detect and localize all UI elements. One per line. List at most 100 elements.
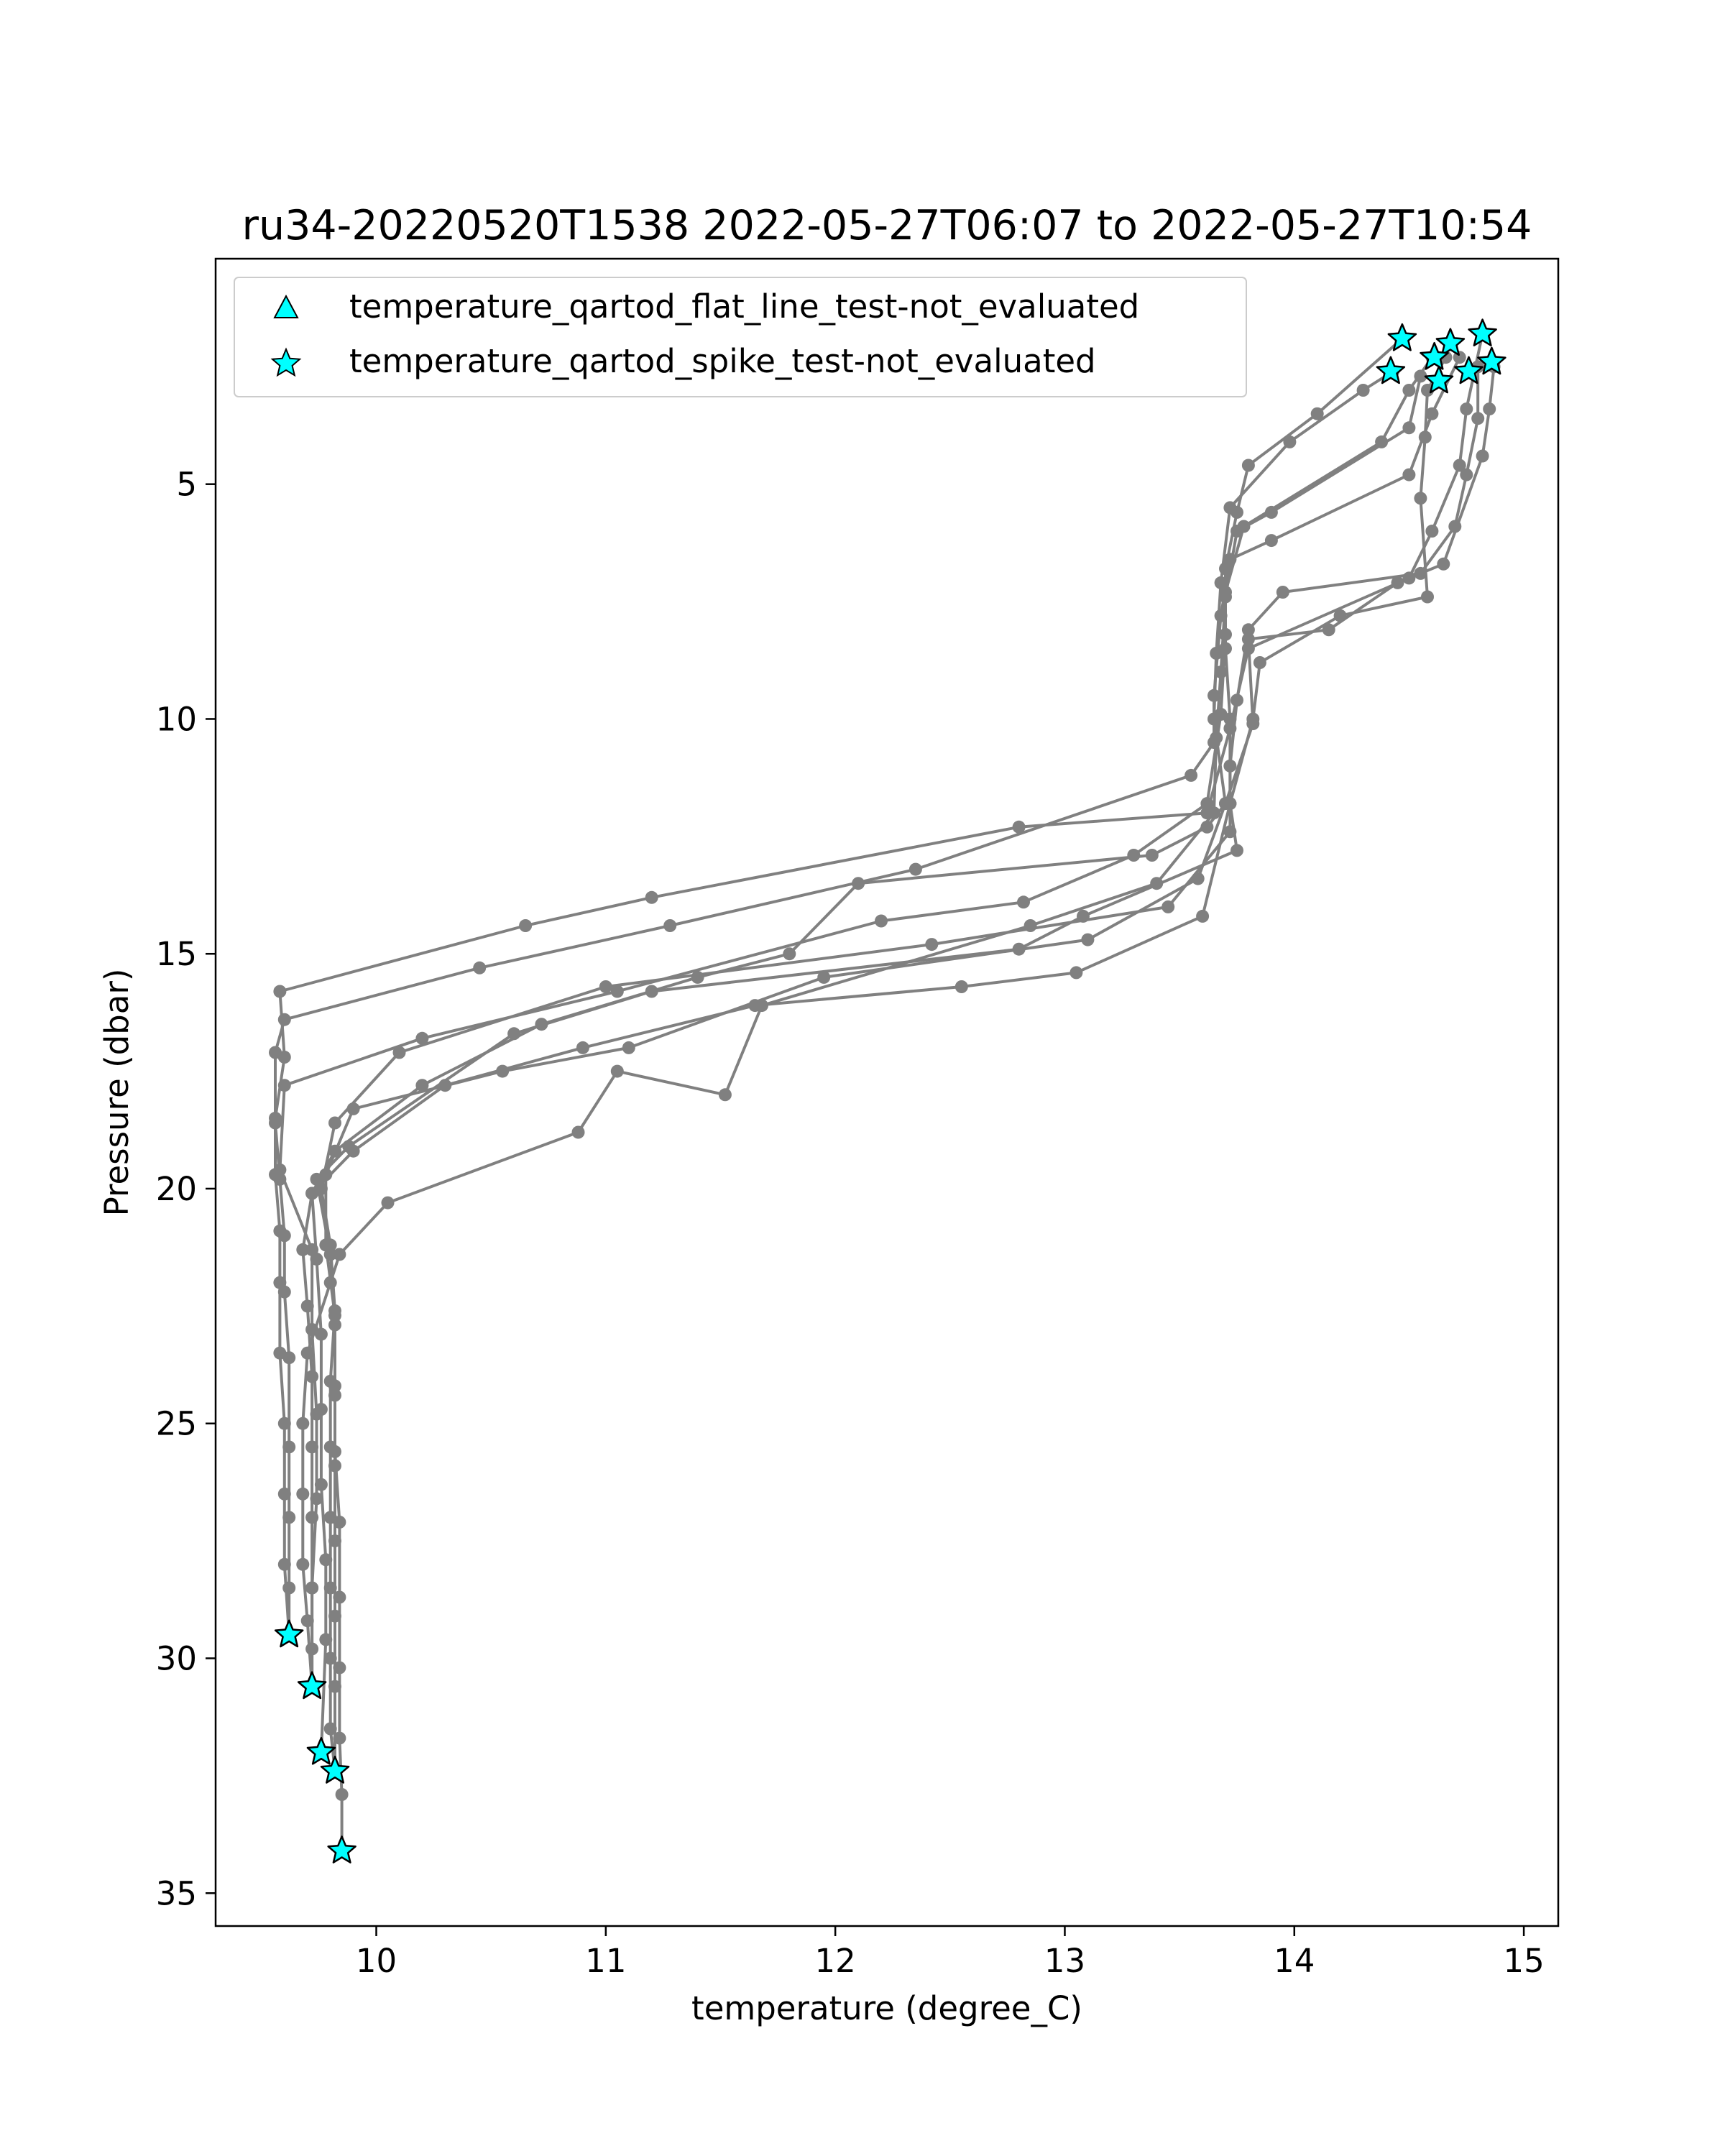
spike-flag-star-marker — [1387, 323, 1417, 351]
profile-point — [1230, 694, 1243, 707]
profile-point — [1310, 407, 1324, 420]
spike-flag-star-marker — [1468, 318, 1497, 346]
profile-line — [324, 367, 1496, 1851]
spike-flag-star-marker — [1435, 328, 1466, 356]
profile-point — [1219, 590, 1232, 604]
profile-point — [1017, 895, 1030, 909]
profile-line — [274, 333, 1484, 1635]
profile-point — [718, 1088, 732, 1102]
profile-point — [1253, 656, 1266, 669]
plot-area — [269, 318, 1506, 1864]
y-tick-label: 10 — [156, 700, 197, 738]
x-tick-label: 14 — [1274, 1942, 1315, 1980]
profile-point — [1070, 966, 1083, 980]
profile-point — [323, 1651, 337, 1665]
spike-flag-star-marker — [1420, 341, 1449, 370]
profile-point — [622, 1041, 635, 1054]
profile-point — [296, 1557, 310, 1571]
profile-point — [473, 961, 487, 975]
profile-point — [305, 1642, 319, 1656]
spike-flag-star-marker — [327, 1835, 356, 1864]
profile-point — [1200, 797, 1214, 811]
profile-point — [1081, 933, 1095, 946]
profile-point — [282, 1581, 296, 1595]
profile-point — [333, 1248, 346, 1261]
profile-point — [346, 1102, 360, 1115]
profile-point — [1414, 492, 1427, 505]
profile-point — [282, 1511, 296, 1524]
spike-flag-star-marker — [1424, 365, 1454, 394]
profile-point — [571, 1125, 585, 1139]
profile-point — [381, 1196, 395, 1210]
profile-point — [346, 1144, 360, 1158]
legend: temperature_qartod_flat_line_test-not_ev… — [234, 277, 1247, 397]
profile-point — [1230, 525, 1243, 538]
profile-point — [852, 877, 865, 890]
profile-point — [507, 1027, 521, 1041]
profile-point — [908, 862, 922, 876]
legend-label-flat-line: temperature_qartod_flat_line_test-not_ev… — [349, 287, 1139, 326]
y-tick-label: 15 — [156, 935, 197, 973]
profile-point — [1471, 412, 1485, 425]
profile-point — [1264, 534, 1278, 548]
profile-point — [576, 1041, 589, 1054]
profile-point — [1356, 384, 1370, 397]
profile-point — [277, 1013, 291, 1026]
profile-point — [610, 985, 624, 998]
profile-point — [1322, 623, 1335, 637]
profile-point — [305, 1511, 319, 1524]
profile-point — [305, 1187, 319, 1200]
profile-point — [1276, 586, 1289, 599]
profile-point — [1333, 609, 1347, 622]
profile-point — [323, 1276, 337, 1289]
data-layer — [269, 318, 1506, 1864]
profile-point — [925, 938, 939, 952]
profile-point — [305, 1370, 319, 1383]
profile-point — [783, 947, 796, 961]
profile-line — [310, 370, 1394, 1753]
profile-point — [328, 1309, 341, 1322]
profile-point — [875, 914, 888, 928]
profile-point — [333, 1661, 346, 1674]
x-tick-label: 10 — [356, 1942, 397, 1980]
profile-point — [305, 1581, 319, 1595]
profile-point — [328, 1379, 341, 1393]
profile-point — [305, 1440, 319, 1454]
x-tick-label: 11 — [585, 1942, 626, 1980]
x-tick-label: 13 — [1044, 1942, 1085, 1980]
profile-point — [273, 1163, 287, 1176]
profile-point — [645, 890, 658, 904]
profile-point — [1453, 459, 1466, 472]
profile-point — [282, 1351, 296, 1365]
profile-point — [1223, 759, 1237, 773]
plot-frame — [214, 257, 1560, 1927]
spike-flag-star-marker — [306, 1736, 336, 1765]
profile-point — [328, 1116, 341, 1130]
profile-point — [954, 980, 968, 993]
profile-series — [296, 351, 1453, 1693]
profile-point — [296, 1416, 310, 1430]
profile-point — [282, 1440, 296, 1454]
y-axis: 5 10 15 20 25 30 35 — [156, 466, 216, 1912]
y-tick-label: 25 — [156, 1405, 197, 1443]
profile-point — [1264, 505, 1278, 519]
profile-point — [300, 1299, 314, 1313]
profile-point — [1460, 402, 1473, 416]
y-tick-label: 35 — [156, 1874, 197, 1912]
profile-point — [273, 985, 287, 998]
profile-point — [415, 1079, 429, 1092]
profile-point — [1214, 665, 1228, 679]
profile-point — [438, 1079, 452, 1092]
legend-triangle-marker-icon — [273, 294, 299, 318]
y-axis-label: Pressure (dbar) — [98, 969, 136, 1217]
profile-point — [277, 1079, 291, 1092]
profile-point — [1425, 525, 1439, 538]
profile-point — [1208, 806, 1220, 820]
profile-point — [1241, 623, 1255, 637]
legend-frame — [234, 277, 1247, 397]
x-tick-label: 12 — [815, 1942, 856, 1980]
profile-point — [296, 1487, 310, 1501]
profile-point — [1223, 501, 1237, 515]
profile-point — [1223, 797, 1237, 811]
profile-point — [1223, 825, 1237, 839]
